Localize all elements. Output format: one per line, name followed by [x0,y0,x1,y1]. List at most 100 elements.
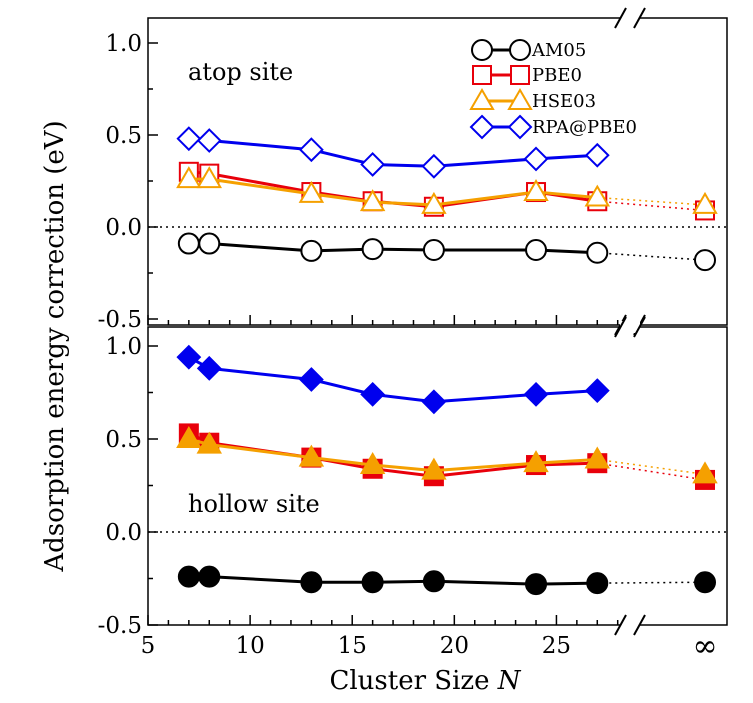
data-point [525,573,548,596]
series-hse03 [176,166,718,214]
y-tick-label: 0.5 [105,123,142,149]
data-point [422,570,445,593]
y-tick-label: 0.5 [105,427,142,453]
data-point [300,239,323,262]
data-point [421,389,447,415]
infinity-point [692,461,718,484]
legend-entry: RPA@PBE0 [469,114,637,140]
data-point [196,431,223,454]
axis-break-mark [633,7,646,29]
extrapolation-line [597,252,706,261]
legend-label: HSE03 [532,91,596,112]
y-axis-label: Adsorption energy correction (eV) [40,120,70,572]
data-point [359,189,386,212]
data-point [421,457,447,480]
data-point [586,241,609,264]
data-point [523,146,549,172]
data-point [300,571,323,594]
series-rpa-at-pbe0 [176,344,610,415]
data-point [361,571,384,594]
infinity-point [692,191,718,214]
plot-frame [147,326,728,626]
data-point [421,153,447,179]
data-point [176,126,202,152]
x-axis: 5 10 15 20 25 ∞ [141,629,718,664]
data-point [360,381,386,407]
data-point [198,232,221,255]
data-point [298,137,324,163]
axis-break-mark [614,7,627,29]
extrapolation-line [597,581,706,584]
y-tick-label: 0.0 [105,215,142,241]
bottom-panel: 1.0 0.5 0.0 -0.5 hollow site [98,316,728,639]
data-point [176,166,202,189]
data-point [584,142,610,168]
legend-marker [510,65,530,85]
legend-marker [507,88,533,110]
data-point [298,367,324,392]
series-hse03 [176,426,718,484]
data-point [525,239,548,261]
data-point [361,238,384,261]
top-panel: 1.0 0.5 0.0 -0.5 atop site [98,7,728,336]
extrapolation-line [597,458,706,476]
data-point [176,344,202,370]
x-tick-label: 25 [542,633,571,659]
legend-entry: AM05 [471,39,586,61]
data-point [523,179,549,202]
data-point [584,184,611,207]
legend-label: AM05 [531,40,586,61]
extrapolation-line [597,462,706,481]
y-tick-label: 0.0 [105,520,142,546]
x-tick-label: 5 [141,633,156,659]
x-tick-label: 15 [338,633,367,659]
x-axis-label: Cluster Size N [329,666,521,696]
legend-marker [469,88,495,110]
x-infinity-label: ∞ [693,629,718,664]
data-point [584,378,610,404]
x-axis-label-var: N [497,666,522,696]
x-tick-label: 10 [235,633,264,659]
site-label: hollow site [188,490,320,518]
series-am05 [177,232,716,272]
y-tick-label: 1.0 [105,31,142,57]
data-point [196,355,222,381]
series-pbe0 [178,161,715,221]
extrapolation-line [597,200,706,212]
axis-break-mark [614,316,627,338]
data-point [584,446,611,469]
data-point [421,191,447,214]
data-point [298,444,325,467]
extrapolation-line [597,196,706,206]
legend-label: PBE0 [532,65,582,86]
data-point [523,381,549,407]
y-tick-label: 1.0 [105,334,142,360]
legend-entry: PBE0 [472,65,582,86]
data-point [177,232,200,255]
axis-break-mark [633,614,646,636]
axis-break-mark [614,614,627,636]
series-rpa-at-pbe0 [176,126,610,179]
infinity-point [694,249,716,272]
legend-entry: HSE03 [469,88,596,112]
legend-label: RPA@PBE0 [532,117,637,138]
legend-marker [469,114,495,140]
axis-break-gap [620,321,640,333]
legend-marker [507,114,533,140]
data-point [177,565,200,588]
legend-marker [471,39,493,61]
axis-break-gap [620,12,640,24]
data-point [359,452,386,475]
data-point [298,180,325,203]
y-tick-label: -0.5 [98,613,142,639]
x-axis-label-main: Cluster Size [329,666,497,696]
legend: AM05 PBE0 HSE03 RPA@PBE0 [469,39,637,140]
legend-marker [472,65,492,85]
site-label: atop site [188,58,293,86]
data-point [523,450,549,473]
data-point [196,166,223,189]
data-point [196,128,222,153]
axis-break-gap [620,619,640,631]
data-point [198,565,221,588]
